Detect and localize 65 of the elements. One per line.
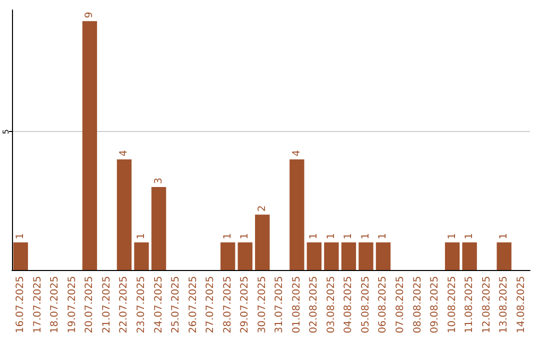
x-tick-label: 02.08.2025 [308,276,320,334]
data-label: 1 [498,232,510,240]
bar [306,242,322,270]
bar [116,159,132,270]
x-tick-label: 06.08.2025 [378,276,389,334]
x-tick-label: 16.07.2025 [15,276,26,334]
x-tick-label: 31.07.2025 [274,276,286,334]
bar [376,242,391,270]
x-tick-label: 22.07.2025 [118,276,130,334]
x-tick-label: 24.07.2025 [153,276,164,334]
x-tick-label: 27.07.2025 [205,276,216,334]
x-tick-label: 04.08.2025 [343,276,354,334]
x-tick-label: 23.07.2025 [136,276,147,334]
bar [13,242,28,270]
x-tick-label: 05.08.2025 [360,276,372,334]
bar [462,242,477,270]
x-tick-label: 13.08.2025 [498,276,510,334]
x-tick-label: 26.07.2025 [188,276,199,334]
x-tick-label: 18.07.2025 [50,276,61,334]
bar [255,214,270,270]
x-tick-label: 11.08.2025 [464,276,476,334]
x-tick-label: 30.07.2025 [256,276,268,334]
data-label: 1 [464,232,476,240]
x-tick-label: 12.08.2025 [481,276,492,334]
bar [151,187,166,270]
data-label: 3 [153,178,164,184]
data-label: 1 [222,232,234,240]
data-label: 4 [291,150,302,156]
bar [238,242,252,270]
x-tick-label: 07.08.2025 [395,276,406,334]
data-label: 1 [360,232,372,240]
data-label: 1 [326,232,337,240]
x-tick-label: 03.08.2025 [326,276,337,334]
x-tick-label: 14.08.2025 [516,276,527,334]
x-tick-label: 10.08.2025 [446,276,458,334]
x-tick-label: 21.07.2025 [101,276,112,334]
bar [496,242,512,270]
bar [134,242,149,270]
bar [220,242,236,270]
x-tick-label: 28.07.2025 [222,276,234,334]
x-tick-label: 25.07.2025 [170,276,182,334]
x-tick-label: 17.07.2025 [32,276,44,334]
data-label: 1 [240,232,251,240]
x-tick-label: 19.07.2025 [66,276,78,334]
x-tick-label: 08.08.2025 [412,276,424,334]
bar [341,242,356,270]
bar [324,242,339,270]
data-label: 1 [446,232,458,240]
data-label: 1 [15,232,26,240]
bar [444,242,460,270]
data-label: 1 [136,232,147,240]
x-tick-label: 01.08.2025 [291,276,302,334]
data-label: 9 [84,12,96,18]
data-label: 4 [118,150,130,156]
bar [82,21,98,270]
data-label: 1 [308,232,320,240]
bar [290,159,304,270]
x-tick-label: 09.08.2025 [430,276,441,334]
bar [358,242,374,270]
data-label: 1 [378,232,389,240]
y-tick-label: 5 [2,129,10,134]
data-label: 2 [256,205,268,212]
x-tick-label: 20.07.2025 [84,276,96,334]
data-label: 1 [343,232,354,240]
x-tick-label: 29.07.2025 [240,276,251,334]
